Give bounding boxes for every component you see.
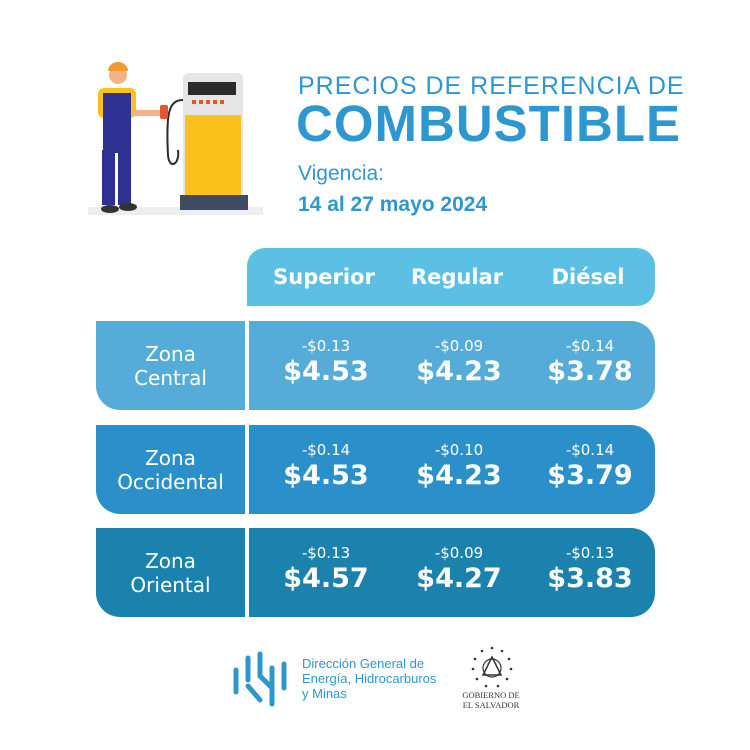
zone-prices-oriental: -$0.13 $4.57 -$0.09 $4.27 -$0.13 $3.83 — [249, 528, 655, 617]
zone-word: Zona — [145, 548, 196, 573]
zone-label-oriental: Zona Oriental — [96, 528, 245, 617]
price-cell: -$0.09 $4.27 — [394, 528, 524, 617]
price-value: $4.23 — [416, 356, 502, 387]
price-cell: -$0.13 $4.57 — [261, 528, 391, 617]
price-change: -$0.10 — [434, 441, 484, 459]
gov-line-1: GOBIERNO DE — [462, 690, 520, 700]
price-change: -$0.13 — [301, 337, 351, 355]
price-change: -$0.09 — [434, 544, 484, 562]
price-change: -$0.13 — [565, 544, 615, 562]
price-cell: -$0.13 $3.83 — [525, 528, 655, 617]
org-line-1: Dirección General de — [302, 656, 425, 671]
column-regular: Regular — [410, 265, 504, 289]
price-value: $3.78 — [547, 356, 633, 387]
column-diesel: Diésel — [551, 265, 625, 289]
column-superior: Superior — [273, 265, 375, 289]
zone-label-central: Zona Central — [96, 321, 245, 410]
price-change: -$0.13 — [301, 544, 351, 562]
validity-label: Vigencia: — [298, 162, 385, 185]
el-salvador-coat-of-arms-icon — [471, 646, 513, 688]
price-change: -$0.14 — [565, 441, 615, 459]
validity-dates: 14 al 27 mayo 2024 — [298, 193, 488, 216]
zone-label-occidental: Zona Occidental — [96, 425, 245, 514]
price-value: $4.53 — [283, 356, 369, 387]
fuel-type-header: Superior Regular Diésel — [247, 248, 655, 306]
price-change: -$0.09 — [434, 337, 484, 355]
zone-prices-central: -$0.13 $4.53 -$0.09 $4.23 -$0.14 $3.78 — [249, 321, 655, 410]
fuel-pump-attendant-illustration — [88, 62, 263, 215]
zone-name: Oriental — [130, 572, 211, 597]
org-name: Dirección General de Energía, Hidrocarbu… — [302, 656, 436, 701]
price-change: -$0.14 — [565, 337, 615, 355]
gov-name: GOBIERNO DE EL SALVADOR — [456, 690, 526, 710]
gov-line-2: EL SALVADOR — [462, 700, 520, 710]
price-cell: -$0.10 $4.23 — [394, 425, 524, 514]
zone-name: Occidental — [117, 469, 224, 494]
price-value: $3.79 — [547, 460, 633, 491]
price-cell: -$0.09 $4.23 — [394, 321, 524, 410]
price-change: -$0.14 — [301, 441, 351, 459]
zone-word: Zona — [145, 445, 196, 470]
price-value: $4.57 — [283, 563, 369, 594]
price-cell: -$0.14 $3.78 — [525, 321, 655, 410]
zone-name: Central — [134, 365, 207, 390]
price-cell: -$0.13 $4.53 — [261, 321, 391, 410]
price-value: $4.27 — [416, 563, 502, 594]
price-value: $4.23 — [416, 460, 502, 491]
title-line-1: PRECIOS DE REFERENCIA DE — [298, 72, 685, 100]
price-value: $3.83 — [547, 563, 633, 594]
org-line-3: y Minas — [302, 686, 347, 701]
dgehm-logo-icon — [233, 651, 287, 707]
zone-prices-occidental: -$0.14 $4.53 -$0.10 $4.23 -$0.14 $3.79 — [249, 425, 655, 514]
org-line-2: Energía, Hidrocarburos — [302, 671, 437, 686]
price-cell: -$0.14 $4.53 — [261, 425, 391, 514]
zone-word: Zona — [145, 341, 196, 366]
price-value: $4.53 — [283, 460, 369, 491]
title-main: COMBUSTIBLE — [296, 95, 681, 152]
price-cell: -$0.14 $3.79 — [525, 425, 655, 514]
